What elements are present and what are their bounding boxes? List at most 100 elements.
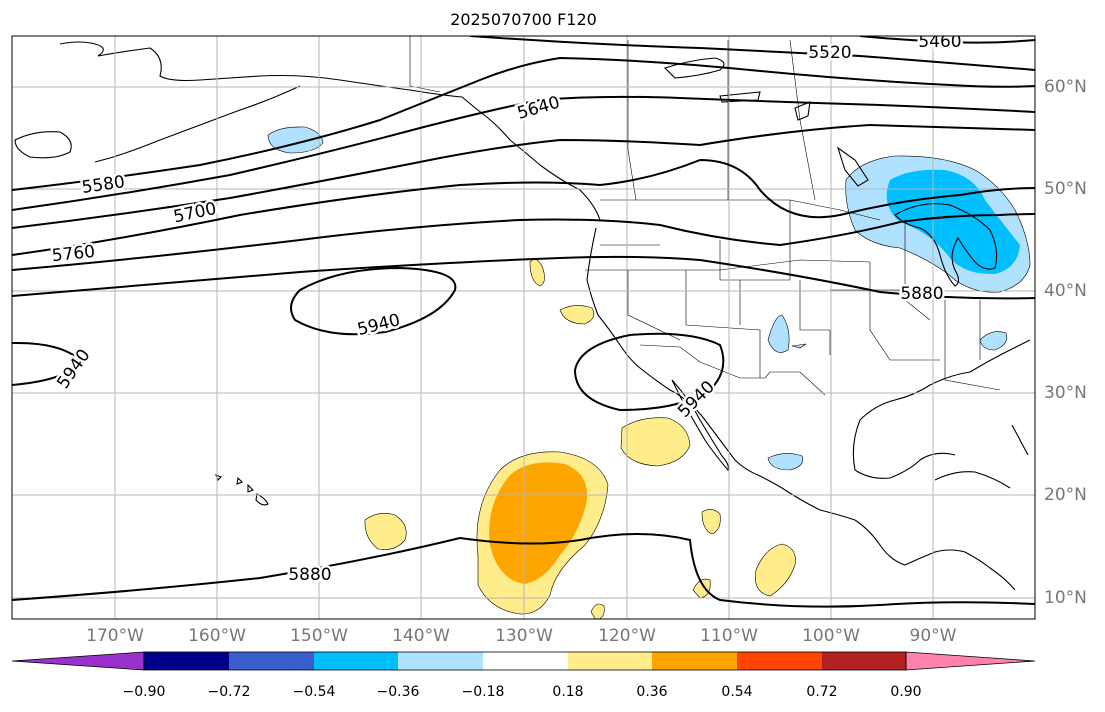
- positive-anomaly-area: [364, 513, 407, 550]
- colorbar-bin: [314, 652, 398, 670]
- hawaii-island: [236, 476, 243, 485]
- colorbar-bin: [652, 652, 737, 670]
- positive-anomaly-area: [620, 417, 691, 467]
- coastline: [1011, 424, 1029, 456]
- contour-label: 5700: [172, 199, 218, 228]
- state-line: [585, 200, 1001, 391]
- contour-label: 5520: [808, 43, 851, 63]
- colorbar-bin: [144, 652, 229, 670]
- colorbar-bin: [822, 652, 906, 670]
- contour-label: 5940: [355, 310, 402, 340]
- positive-anomaly-core: [489, 462, 588, 584]
- colorbar-tick: −0.54: [292, 684, 336, 700]
- colorbar-extend-low: [11, 651, 145, 671]
- coastline: [854, 452, 956, 479]
- negative-anomaly-area: [979, 331, 1008, 351]
- contour-5820: [12, 213, 1035, 271]
- colorbar-tick: −0.36: [376, 684, 420, 700]
- lon-label: 140°W: [392, 626, 450, 646]
- positive-anomaly-area: [755, 543, 796, 597]
- contour-5640: [12, 95, 1035, 211]
- negative-anomaly-area: [767, 453, 804, 471]
- colorbar-tick: 0.54: [721, 684, 753, 700]
- contour-5880: [12, 255, 1035, 300]
- contour-5700: [12, 123, 1035, 229]
- island: [836, 146, 869, 187]
- coastline: [671, 379, 729, 472]
- positive-anomaly-area: [559, 305, 595, 325]
- contour-label: 5940: [674, 377, 719, 422]
- contour-label: 5880: [900, 284, 943, 304]
- contour-5760: [12, 158, 1035, 256]
- contour-label: 5940: [53, 346, 94, 393]
- lon-label: 160°W: [188, 626, 246, 646]
- contour-5520: [469, 36, 1035, 71]
- lon-label: 100°W: [802, 626, 860, 646]
- lon-label: 170°W: [86, 626, 144, 646]
- graticule: [12, 36, 1035, 619]
- canada-province-line: [789, 39, 816, 201]
- hawaii-island: [247, 483, 254, 493]
- coastline: [14, 131, 72, 159]
- negative-anomaly-area: [767, 314, 790, 353]
- colorbar-tick: 0.36: [636, 684, 668, 700]
- positive-anomaly-area: [529, 258, 545, 287]
- colorbar-bin: [229, 652, 314, 670]
- contour-5460: [859, 36, 1035, 44]
- contour-5580: [12, 56, 1035, 191]
- colorbar-bin: [568, 652, 652, 670]
- island: [663, 57, 725, 79]
- lat-label: 30°N: [1044, 383, 1087, 403]
- coastline: [852, 339, 1031, 471]
- coastline: [854, 519, 1016, 591]
- coastline: [586, 227, 856, 521]
- island: [794, 101, 811, 121]
- lat-label: 20°N: [1044, 485, 1087, 505]
- contour-label: 5460: [918, 32, 961, 52]
- lon-label: 130°W: [495, 626, 553, 646]
- us-mexico-border: [639, 344, 826, 396]
- colorbar-tick: −0.72: [207, 684, 251, 700]
- anomaly-shading: [267, 126, 1031, 619]
- colorbar-tick: 0.90: [890, 684, 922, 700]
- coastline: [59, 41, 601, 221]
- contour-label: 5640: [515, 93, 562, 124]
- colorbar: [11, 651, 1036, 671]
- colorbar-frame: [143, 651, 907, 671]
- lon-label: 110°W: [700, 626, 758, 646]
- colorbar-tick: 0.72: [806, 684, 838, 700]
- great-lakes-outline: [894, 203, 998, 287]
- map-frame: [11, 35, 1036, 620]
- lat-label: 60°N: [1044, 77, 1087, 97]
- us-canada-border: [600, 199, 881, 221]
- coastline: [934, 471, 1011, 489]
- lat-label: 50°N: [1044, 179, 1087, 199]
- positive-anomaly-area: [701, 509, 721, 535]
- contour-5940-high: [573, 332, 725, 412]
- colorbar-extend-high: [905, 651, 1036, 671]
- contour-label: 5880: [288, 565, 331, 585]
- hawaii-island: [255, 493, 269, 506]
- colorbar-bin: [398, 652, 483, 670]
- positive-anomaly-area: [590, 603, 605, 619]
- contour-5940-high: [290, 266, 457, 336]
- coastline: [94, 85, 301, 163]
- colorbar-tick: −0.90: [122, 684, 166, 700]
- canada-province-line: [627, 40, 637, 201]
- negative-anomaly-area: [791, 343, 807, 349]
- lon-label: 120°W: [598, 626, 656, 646]
- lon-label: 150°W: [290, 626, 348, 646]
- contour-5880-south: [12, 533, 1035, 608]
- colorbar-bin: [483, 652, 568, 670]
- height-contours: [12, 36, 1035, 608]
- political-borders: [409, 36, 1001, 396]
- negative-anomaly-core: [886, 169, 1020, 275]
- lon-label: 90°W: [909, 626, 957, 646]
- colorbar-tick: −0.18: [461, 684, 505, 700]
- colorbar-tick: 0.18: [552, 684, 584, 700]
- colorbar-bin: [737, 652, 822, 670]
- contour-5940-west: [12, 341, 82, 386]
- lat-label: 10°N: [1044, 588, 1087, 608]
- alaska-border: [409, 36, 441, 93]
